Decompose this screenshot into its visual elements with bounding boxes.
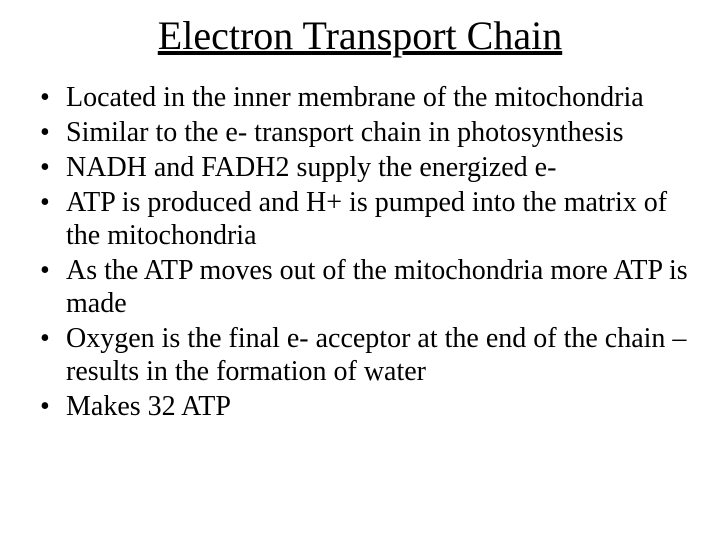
bullet-item: Similar to the e- transport chain in pho… xyxy=(38,116,690,149)
bullet-item: NADH and FADH2 supply the energized e- xyxy=(38,151,690,184)
bullet-item: Makes 32 ATP xyxy=(38,390,690,423)
bullet-item: Located in the inner membrane of the mit… xyxy=(38,81,690,114)
bullet-list: Located in the inner membrane of the mit… xyxy=(30,81,690,423)
slide-title: Electron Transport Chain xyxy=(30,12,690,59)
bullet-item: Oxygen is the final e- acceptor at the e… xyxy=(38,322,690,388)
bullet-item: ATP is produced and H+ is pumped into th… xyxy=(38,186,690,252)
bullet-item: As the ATP moves out of the mitochondria… xyxy=(38,254,690,320)
